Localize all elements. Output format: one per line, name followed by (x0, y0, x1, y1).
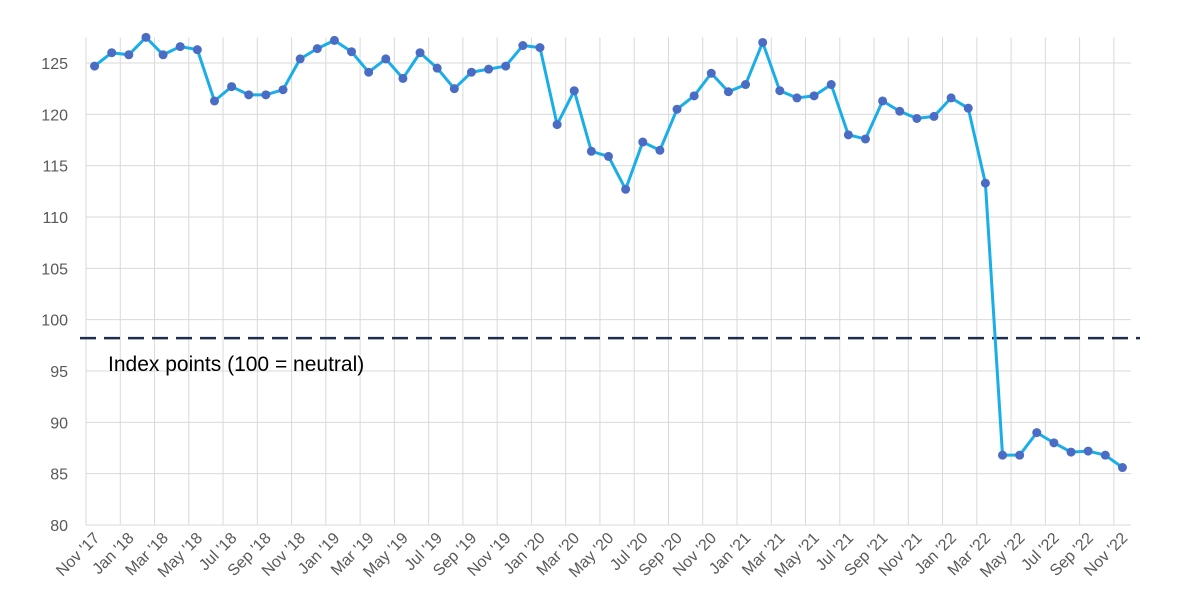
point (329, 35, 339, 45)
point (381, 54, 391, 64)
point (809, 91, 819, 101)
point (398, 73, 408, 83)
point (689, 91, 699, 101)
point (723, 87, 733, 97)
point (1049, 438, 1059, 448)
point (466, 67, 476, 77)
point (415, 48, 425, 58)
point (347, 47, 357, 57)
point (158, 50, 168, 60)
point (826, 80, 836, 90)
point (621, 184, 631, 194)
point (1032, 428, 1042, 438)
point (878, 96, 888, 106)
point (90, 61, 100, 71)
point (569, 86, 579, 96)
y-tick-label: 95 (50, 364, 68, 381)
y-tick-label: 125 (41, 56, 68, 73)
point (672, 104, 682, 114)
point (604, 151, 613, 161)
point (295, 54, 305, 64)
point (535, 43, 545, 53)
y-tick-label: 85 (50, 467, 68, 484)
point (1100, 450, 1110, 460)
point (192, 45, 202, 55)
point (843, 130, 853, 140)
y-tick-label: 105 (41, 261, 68, 278)
point (175, 42, 185, 52)
point (741, 80, 751, 90)
point (980, 178, 990, 188)
point (963, 103, 973, 113)
point (895, 106, 905, 116)
point (586, 146, 596, 156)
point (484, 64, 494, 74)
point (792, 93, 802, 103)
point (758, 37, 768, 47)
point (209, 96, 219, 106)
point (227, 82, 237, 92)
point (552, 120, 562, 130)
point (860, 134, 870, 144)
point (929, 111, 939, 121)
point (775, 86, 785, 96)
point (312, 44, 322, 54)
point (1015, 450, 1025, 460)
y-tick-label: 100 (41, 313, 68, 330)
point (261, 90, 271, 100)
point (655, 145, 665, 155)
y-tick-label: 115 (42, 159, 68, 176)
annotation: Index points (100 = neutral) (108, 353, 364, 376)
y-tick-label: 90 (50, 415, 68, 432)
point (946, 93, 956, 103)
point (501, 61, 511, 71)
point (141, 32, 151, 42)
point (124, 50, 134, 60)
point (364, 67, 374, 77)
point (912, 113, 922, 123)
y-tick-label: 80 (50, 518, 68, 535)
point (1066, 447, 1076, 457)
point (278, 85, 288, 95)
point (1083, 446, 1093, 456)
point (638, 137, 648, 147)
point (706, 68, 716, 78)
y-tick-label: 110 (42, 210, 68, 227)
point (244, 90, 254, 100)
series-line (93, 35, 1124, 469)
point (107, 48, 117, 58)
point (449, 84, 459, 94)
point (998, 450, 1008, 460)
point (432, 63, 442, 73)
y-tick-label: 120 (41, 107, 68, 124)
point (1117, 463, 1127, 473)
point (518, 41, 528, 51)
